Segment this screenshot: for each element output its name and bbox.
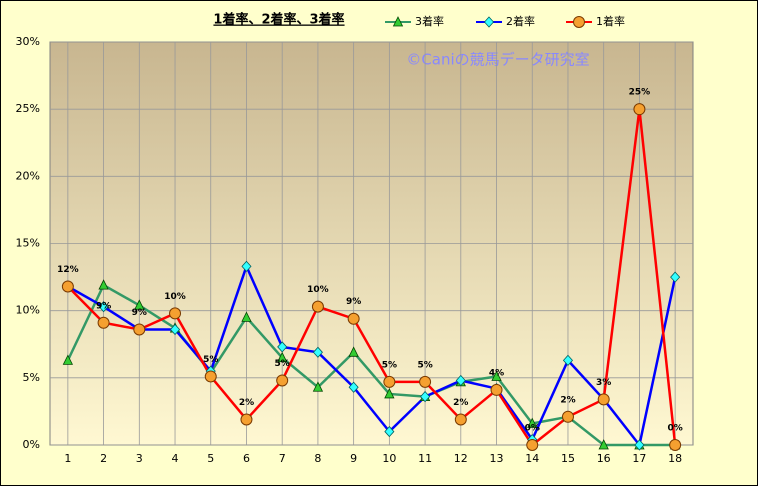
y-tick-label: 30% xyxy=(16,35,40,48)
x-tick-label: 12 xyxy=(454,452,468,465)
data-label: 3% xyxy=(596,378,611,388)
x-tick-label: 7 xyxy=(279,452,286,465)
marker xyxy=(97,316,110,329)
marker xyxy=(384,388,395,399)
marker xyxy=(455,374,466,387)
data-label: 4% xyxy=(489,368,504,378)
data-label: 9% xyxy=(132,308,147,318)
marker xyxy=(598,439,609,450)
marker xyxy=(169,307,182,320)
x-tick-label: 8 xyxy=(314,452,321,465)
marker xyxy=(384,425,395,438)
marker xyxy=(483,16,495,28)
x-tick-label: 1 xyxy=(64,452,71,465)
marker xyxy=(204,370,217,383)
marker xyxy=(670,271,681,283)
legend-label: 2着率 xyxy=(506,14,535,28)
data-label: 5% xyxy=(275,359,290,369)
x-tick-label: 2 xyxy=(100,452,107,465)
data-label: 9% xyxy=(96,301,111,311)
marker xyxy=(527,417,538,428)
marker xyxy=(311,300,324,313)
marker xyxy=(669,439,682,451)
marker xyxy=(134,299,145,310)
series-line xyxy=(66,283,676,447)
y-tick-label: 25% xyxy=(16,102,40,115)
x-tick-label: 4 xyxy=(172,452,179,465)
x-tick-label: 15 xyxy=(561,452,575,465)
y-tick-label: 0% xyxy=(23,438,40,451)
marker xyxy=(61,280,74,293)
data-label: 2% xyxy=(560,395,575,405)
x-tick-label: 3 xyxy=(136,452,143,465)
marker xyxy=(240,413,253,426)
marker xyxy=(392,16,404,27)
y-tick-label: 15% xyxy=(16,237,40,250)
chart-title: 1着率、2着率、3着率 xyxy=(213,12,344,28)
marker xyxy=(454,413,467,426)
data-label: 9% xyxy=(346,297,361,307)
data-label: 10% xyxy=(307,285,329,295)
x-tick-label: 13 xyxy=(490,452,504,465)
marker xyxy=(276,374,289,387)
marker xyxy=(597,393,610,406)
x-tick-label: 9 xyxy=(350,452,357,465)
marker xyxy=(633,103,646,116)
data-label: 25% xyxy=(629,88,651,98)
marker xyxy=(348,346,359,357)
marker xyxy=(312,381,324,392)
marker xyxy=(420,391,431,403)
marker xyxy=(312,346,323,358)
data-label: 0% xyxy=(667,424,682,434)
marker xyxy=(561,410,574,423)
marker xyxy=(241,260,252,272)
marker xyxy=(348,381,359,393)
marker xyxy=(347,312,360,325)
x-tick-label: 16 xyxy=(597,452,611,465)
marker xyxy=(573,16,585,28)
marker xyxy=(490,383,503,396)
marker xyxy=(491,370,502,381)
marker xyxy=(526,439,539,451)
marker xyxy=(169,323,181,336)
data-label: 5% xyxy=(203,355,218,365)
marker xyxy=(241,311,252,322)
y-tick-label: 10% xyxy=(16,304,40,317)
data-label: 12% xyxy=(57,265,79,275)
series-line xyxy=(67,262,677,448)
data-label: 10% xyxy=(164,292,186,302)
data-label: 5% xyxy=(382,360,397,370)
marker xyxy=(98,279,109,290)
marker xyxy=(634,439,645,451)
data-label: 2% xyxy=(239,398,254,408)
x-tick-label: 5 xyxy=(207,452,214,465)
marker xyxy=(419,375,432,388)
marker xyxy=(277,341,288,353)
x-tick-label: 10 xyxy=(382,452,396,465)
x-tick-label: 17 xyxy=(632,452,646,465)
data-label: 2% xyxy=(453,398,468,408)
marker xyxy=(277,351,288,363)
data-label: 0% xyxy=(525,424,540,434)
x-tick-label: 18 xyxy=(668,452,682,465)
x-tick-label: 11 xyxy=(418,452,432,465)
legend-label: 1着率 xyxy=(596,14,625,28)
marker xyxy=(62,354,74,365)
y-tick-label: 20% xyxy=(16,169,40,182)
x-tick-label: 14 xyxy=(525,452,539,465)
y-tick-label: 5% xyxy=(23,371,40,384)
data-label: 5% xyxy=(417,360,432,370)
series-line xyxy=(66,109,677,447)
marker xyxy=(133,323,146,336)
marker xyxy=(383,375,396,388)
marker xyxy=(562,354,574,366)
x-tick-label: 6 xyxy=(243,452,250,465)
watermark: ©Caniの競馬データ研究室 xyxy=(406,51,589,69)
legend-label: 3着率 xyxy=(415,14,444,28)
marker xyxy=(98,301,109,313)
